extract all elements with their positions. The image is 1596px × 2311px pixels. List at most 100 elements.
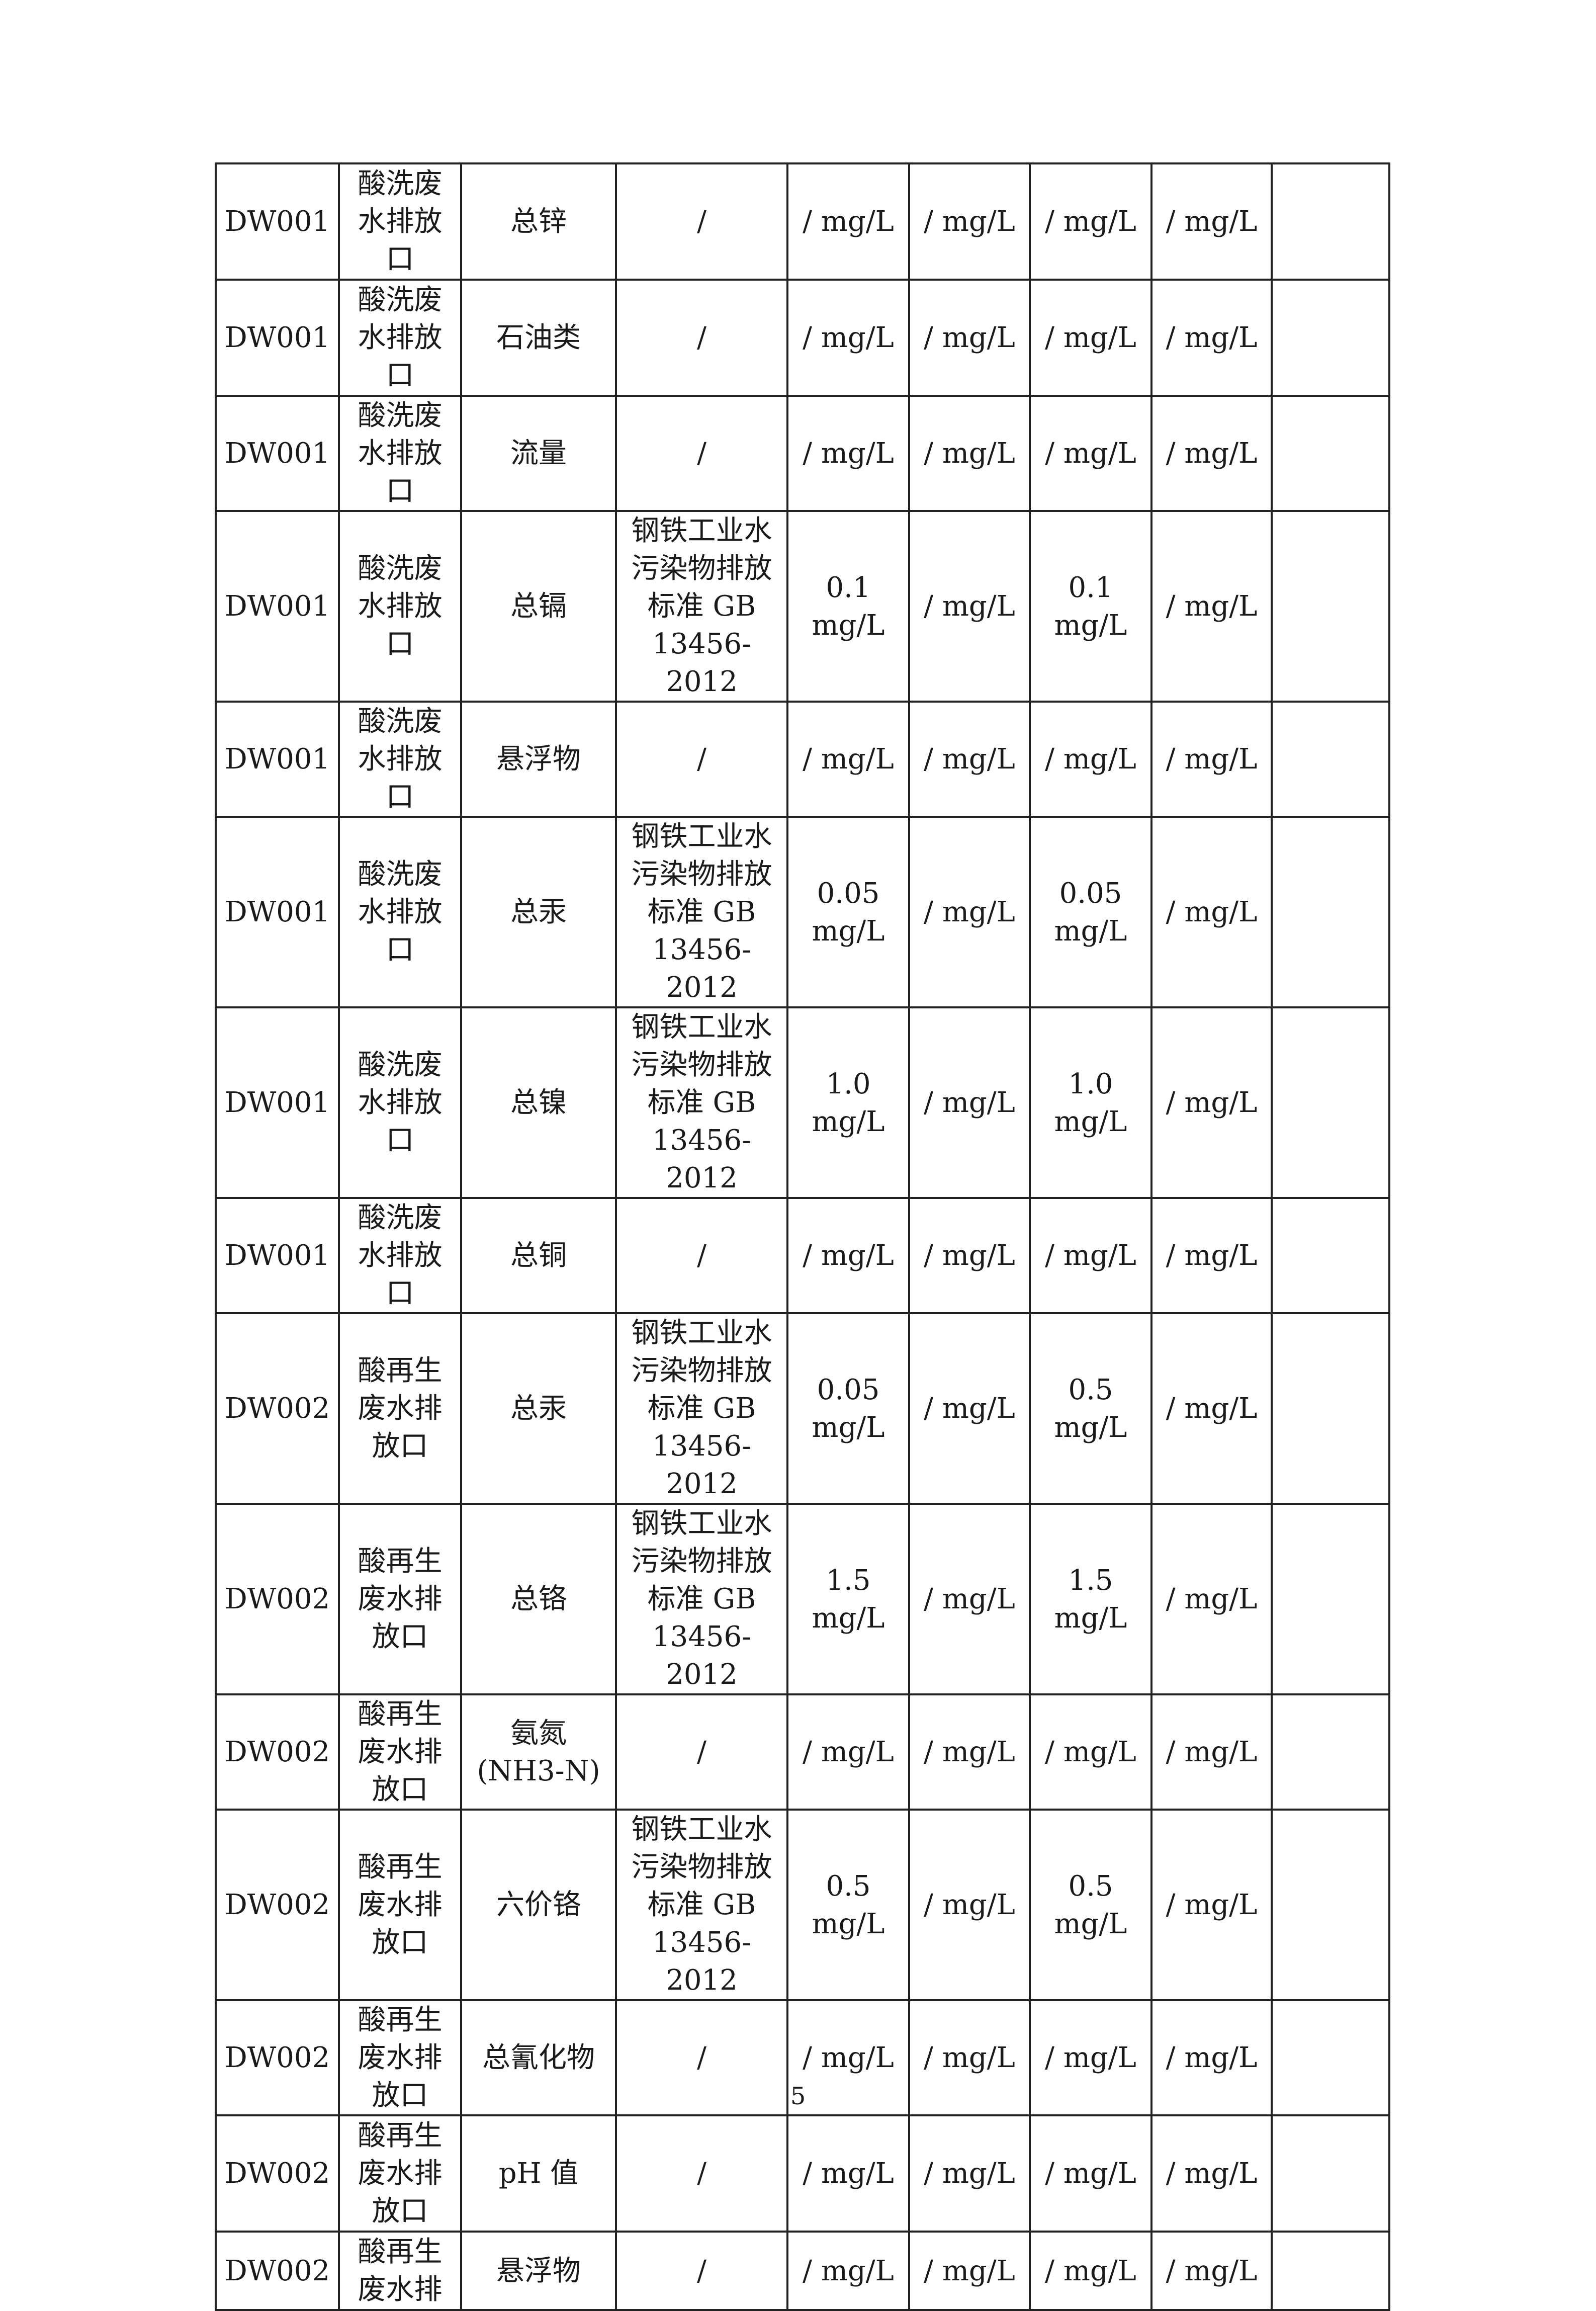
limit-cell: / mg/L	[786, 279, 910, 397]
value-cell: / mg/L	[1150, 395, 1273, 512]
value-cell: / mg/L	[1150, 1006, 1273, 1199]
limit-cell: / mg/L	[1029, 395, 1152, 512]
value-cell: / mg/L	[908, 1999, 1031, 2116]
outlet-code-cell: DW001	[215, 279, 340, 397]
outlet-name-cell: 酸洗废 水排放 口	[338, 510, 462, 703]
standard-cell: 钢铁工业水 污染物排放 标准 GB 13456-2012	[615, 1809, 788, 2001]
limit-cell: 0.5 mg/L	[1029, 1809, 1152, 2001]
value-cell: / mg/L	[908, 1197, 1031, 1314]
limit-cell: 1.0 mg/L	[786, 1006, 910, 1199]
value-cell: / mg/L	[908, 510, 1031, 703]
outlet-code-cell: DW002	[215, 2231, 340, 2311]
pollutant-cell: 总汞	[460, 1312, 617, 1505]
table-row: DW002 酸再生 废水排 放口 六价铬 钢铁工业水 污染物排放 标准 GB 1345…	[215, 1809, 1390, 2001]
limit-cell: 0.1 mg/L	[786, 510, 910, 703]
value-cell: / mg/L	[908, 1693, 1031, 1811]
pollutant-cell: 总铜	[460, 1197, 617, 1314]
limit-cell: / mg/L	[786, 1197, 910, 1314]
pollutant-cell: 六价铬	[460, 1809, 617, 2001]
outlet-name-cell: 酸再生 废水排 放口	[338, 1312, 462, 1505]
value-cell: / mg/L	[908, 816, 1031, 1008]
pollutant-cell: 氨氮 (NH3-N)	[460, 1693, 617, 1811]
limit-cell: / mg/L	[1029, 162, 1152, 281]
pollutant-cell: 总汞	[460, 816, 617, 1008]
standard-cell: /	[615, 1999, 788, 2116]
outlet-code-cell: DW001	[215, 1197, 340, 1314]
value-cell: / mg/L	[908, 701, 1031, 818]
note-cell	[1271, 2231, 1390, 2311]
note-cell	[1271, 279, 1390, 397]
value-cell: / mg/L	[908, 279, 1031, 397]
limit-cell: 0.5 mg/L	[786, 1809, 910, 2001]
pollutant-cell: 悬浮物	[460, 701, 617, 818]
limit-cell: 1.5 mg/L	[1029, 1503, 1152, 1695]
standard-cell: /	[615, 1693, 788, 1811]
limit-cell: 1.0 mg/L	[1029, 1006, 1152, 1199]
value-cell: / mg/L	[1150, 701, 1273, 818]
limit-cell: / mg/L	[1029, 1693, 1152, 1811]
value-cell: / mg/L	[908, 162, 1031, 281]
limit-cell: 1.5 mg/L	[786, 1503, 910, 1695]
table-row: DW002 酸再生 废水排 放口 总汞 钢铁工业水 污染物排放 标准 GB 13456…	[215, 1312, 1390, 1505]
table-row: DW002 酸再生 废水排 放口 pH 值 / / mg/L / mg/L / mg/L / …	[215, 2114, 1390, 2233]
note-cell	[1271, 2114, 1390, 2233]
table-row: DW002 酸再生 废水排 放口 总氰化物 / / mg/L / mg/L / mg/L / …	[215, 1999, 1390, 2116]
table-row: DW001 酸洗废 水排放 口总镍 钢铁工业水 污染物排放 标准 GB 13456-…	[215, 1006, 1390, 1199]
note-cell	[1271, 510, 1390, 703]
outlet-code-cell: DW002	[215, 2114, 340, 2233]
standard-cell: /	[615, 162, 788, 281]
limit-cell: / mg/L	[786, 162, 910, 281]
outlet-name-cell: 酸洗废 水排放 口	[338, 279, 462, 397]
pollutant-cell: 流量	[460, 395, 617, 512]
value-cell: / mg/L	[908, 2231, 1031, 2311]
table-row: DW001 酸洗废 水排放 口总铜 / / mg/L / mg/L / mg/L / mg/…	[215, 1197, 1390, 1314]
value-cell: / mg/L	[908, 1503, 1031, 1695]
value-cell: / mg/L	[908, 1006, 1031, 1199]
note-cell	[1271, 1503, 1390, 1695]
outlet-name-cell: 酸再生 废水排 放口	[338, 1809, 462, 2001]
outlet-name-cell: 酸洗废 水排放 口	[338, 1197, 462, 1314]
limit-cell: / mg/L	[786, 1999, 910, 2116]
limit-cell: / mg/L	[1029, 2231, 1152, 2311]
value-cell: / mg/L	[1150, 816, 1273, 1008]
limit-cell: 0.5 mg/L	[1029, 1312, 1152, 1505]
note-cell	[1271, 816, 1390, 1008]
table-row: DW002 酸再生 废水排 放口 总铬 钢铁工业水 污染物排放 标准 GB 13456…	[215, 1503, 1390, 1695]
value-cell: / mg/L	[1150, 279, 1273, 397]
standard-cell: /	[615, 395, 788, 512]
limit-cell: / mg/L	[1029, 1197, 1152, 1314]
outlet-code-cell: DW001	[215, 816, 340, 1008]
limit-cell: / mg/L	[786, 395, 910, 512]
standard-cell: /	[615, 2231, 788, 2311]
outlet-name-cell: 酸再生 废水排 放口	[338, 1693, 462, 1811]
value-cell: / mg/L	[1150, 2114, 1273, 2233]
outlet-code-cell: DW002	[215, 1809, 340, 2001]
outlet-code-cell: DW001	[215, 701, 340, 818]
outlet-name-cell: 酸再生 废水排 放口	[338, 2114, 462, 2233]
limit-cell: / mg/L	[1029, 2114, 1152, 2233]
outlet-name-cell: 酸洗废 水排放 口	[338, 1006, 462, 1199]
note-cell	[1271, 1312, 1390, 1505]
outlet-name-cell: 酸再生 废水排 放口	[338, 1999, 462, 2116]
pollutant-cell: 总镉	[460, 510, 617, 703]
standard-cell: 钢铁工业水 污染物排放 标准 GB 13456-2012	[615, 1006, 788, 1199]
note-cell	[1271, 1809, 1390, 2001]
note-cell	[1271, 1693, 1390, 1811]
outlet-code-cell: DW001	[215, 162, 340, 281]
pollutant-cell: 总氰化物	[460, 1999, 617, 2116]
pollutant-cell: 石油类	[460, 279, 617, 397]
outlet-name-cell: 酸洗废 水排放 口	[338, 395, 462, 512]
table-row: DW001 酸洗废 水排放 口总镉 钢铁工业水 污染物排放 标准 GB 13456-…	[215, 510, 1390, 703]
value-cell: / mg/L	[1150, 162, 1273, 281]
value-cell: / mg/L	[908, 395, 1031, 512]
standard-cell: /	[615, 701, 788, 818]
limit-cell: / mg/L	[786, 1693, 910, 1811]
table-row: DW001 酸洗废 水排放 口石油类 / / mg/L / mg/L / mg/L / mg…	[215, 279, 1390, 397]
table-row: DW002 酸再生 废水排 悬浮物 / / mg/L / mg/L / mg/L / mg/L	[215, 2231, 1390, 2311]
limit-cell: 0.05 mg/L	[786, 1312, 910, 1505]
limit-cell: / mg/L	[786, 701, 910, 818]
note-cell	[1271, 701, 1390, 818]
limit-cell: 0.1 mg/L	[1029, 510, 1152, 703]
standard-cell: /	[615, 2114, 788, 2233]
note-cell	[1271, 162, 1390, 281]
